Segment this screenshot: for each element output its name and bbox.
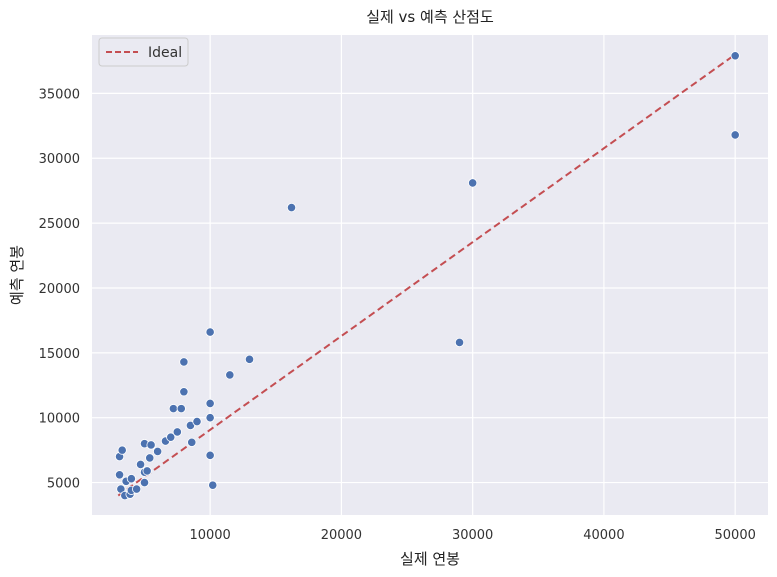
y-tick-label: 15000 (39, 347, 80, 362)
y-tick-label: 10000 (39, 412, 80, 427)
data-point (172, 427, 182, 437)
data-point (468, 178, 478, 188)
data-point (179, 387, 189, 397)
data-point (139, 477, 150, 488)
grid-lines (92, 35, 768, 515)
data-point (117, 445, 127, 455)
y-axis-label: 예측 연봉 (8, 245, 26, 305)
ideal-line (117, 53, 736, 497)
y-tick-label: 25000 (39, 217, 80, 232)
data-point (205, 398, 215, 409)
data-point (142, 466, 152, 476)
data-point (145, 453, 155, 463)
data-point (208, 480, 218, 490)
data-point (146, 440, 156, 450)
y-tick-label: 30000 (39, 152, 80, 167)
ideal-line-layer (117, 53, 736, 497)
data-point (187, 437, 197, 447)
chart-title: 실제 vs 예측 산점도 (366, 8, 494, 26)
data-point (205, 327, 215, 337)
y-tick-label: 35000 (39, 87, 80, 102)
data-point (454, 337, 465, 348)
data-point (166, 432, 176, 442)
x-tick-label: 40000 (583, 528, 624, 543)
data-point (126, 474, 136, 484)
x-tick-label: 20000 (321, 528, 362, 543)
legend-ideal-label: Ideal (148, 45, 182, 61)
data-point (168, 404, 178, 414)
plot-area (92, 35, 768, 515)
data-point (205, 413, 215, 423)
y-tick-label: 5000 (47, 477, 80, 492)
x-tick-label: 10000 (189, 528, 230, 543)
data-point (132, 484, 142, 494)
x-tick-label: 30000 (452, 528, 493, 543)
data-point (286, 202, 297, 213)
y-axis-ticks: 5000 10000 15000 20000 25000 30000 35000 (39, 87, 80, 491)
data-point (205, 450, 215, 460)
x-axis-ticks: 10000 20000 30000 40000 50000 (189, 528, 755, 543)
legend-box (98, 37, 189, 67)
data-point (225, 370, 235, 380)
data-point (179, 357, 189, 367)
y-tick-label: 20000 (39, 282, 80, 297)
data-point (192, 416, 202, 427)
data-point (730, 51, 740, 61)
x-axis-label: 실제 연봉 (400, 550, 460, 568)
data-point (114, 470, 125, 480)
x-tick-label: 50000 (715, 528, 756, 543)
data-point (153, 446, 163, 457)
data-point (135, 459, 146, 470)
data-point (244, 354, 255, 364)
data-point (730, 130, 740, 140)
legend: Ideal (98, 37, 189, 67)
scatter-points (114, 51, 740, 501)
data-point (176, 404, 186, 414)
